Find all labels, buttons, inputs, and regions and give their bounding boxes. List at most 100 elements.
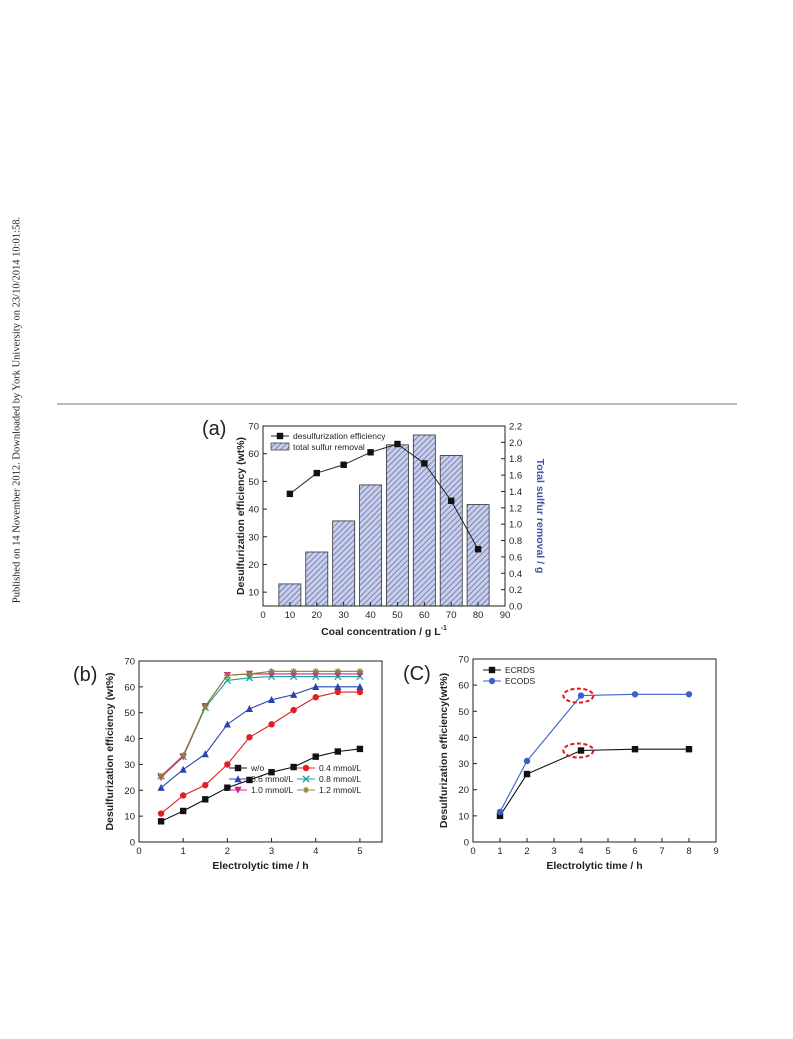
series-point-0 xyxy=(290,763,297,771)
y-tick-label: 70 xyxy=(248,422,259,433)
point-desulfurization xyxy=(474,546,482,553)
series-point-1 xyxy=(157,810,165,817)
legend-label: ECODS xyxy=(505,676,536,686)
y-tick-label: 0 xyxy=(130,838,135,849)
series-point-5 xyxy=(246,670,253,678)
line-desulfurization xyxy=(289,443,479,550)
x-tick-label: 0 xyxy=(136,846,141,857)
series-point-5 xyxy=(312,668,319,675)
x-tick-label: 4 xyxy=(578,846,583,857)
y-tick-label: 50 xyxy=(248,477,259,488)
series-point-5 xyxy=(224,672,231,679)
y-tick-label: 30 xyxy=(248,532,259,543)
divider xyxy=(57,403,737,405)
x-tick-label: 30 xyxy=(338,610,349,621)
legend-label: ECRDS xyxy=(505,665,535,675)
series-point-0 xyxy=(312,753,319,760)
series-point-0 xyxy=(334,748,342,755)
legend-label: 0.8 mmol/L xyxy=(319,774,361,784)
x-tick-label: 3 xyxy=(269,846,274,857)
legend-swatch-marker xyxy=(302,775,310,783)
y2-tick-label: 2.2 xyxy=(509,422,522,433)
series-point-1 xyxy=(246,734,253,741)
y-tick-label: 40 xyxy=(248,505,259,516)
series-point-1 xyxy=(202,781,209,789)
series-point-1 xyxy=(523,757,531,765)
series-line-1 xyxy=(499,693,689,813)
series-point-2 xyxy=(312,683,320,691)
series-point-1 xyxy=(334,688,342,696)
series-point-0 xyxy=(268,768,275,776)
x-tick-label: 0 xyxy=(470,846,475,857)
point-desulfurization xyxy=(286,490,294,498)
y-tick-label: 30 xyxy=(458,759,469,770)
y-tick-label: 20 xyxy=(458,785,469,796)
legend-swatch-marker xyxy=(234,764,242,772)
legend-label: 0.4 mmol/L xyxy=(319,763,361,773)
y2-tick-label: 1.2 xyxy=(509,503,522,514)
y-tick-label: 70 xyxy=(458,655,469,666)
series-point-0 xyxy=(496,812,504,820)
series-point-0 xyxy=(577,747,585,754)
series-point-0 xyxy=(224,784,231,791)
y-tick-label: 50 xyxy=(458,707,469,718)
series-point-1 xyxy=(685,691,693,698)
y-tick-label: 60 xyxy=(248,449,259,460)
point-desulfurization xyxy=(313,469,320,477)
series-point-2 xyxy=(356,683,364,691)
series-point-5 xyxy=(179,752,187,759)
y2-tick-label: 0.4 xyxy=(509,569,522,580)
legend-label: w/o xyxy=(250,763,265,773)
series-point-1 xyxy=(224,761,231,768)
x-tick-label: 5 xyxy=(357,846,362,857)
series-point-1 xyxy=(577,692,585,699)
y-tick-label: 40 xyxy=(124,734,135,745)
x-tick-label: 4 xyxy=(313,846,318,857)
y-tick-label: 10 xyxy=(248,588,259,599)
series-point-5 xyxy=(268,668,275,675)
highlight-ellipse-ecods xyxy=(562,687,595,704)
series-point-1 xyxy=(356,688,364,696)
plot-frame xyxy=(472,658,717,843)
y-tick-label: 20 xyxy=(248,560,259,571)
panel-label: (b) xyxy=(73,664,97,686)
series-point-0 xyxy=(246,776,253,784)
x-tick-label: 8 xyxy=(686,846,691,857)
series-point-1 xyxy=(496,808,504,816)
y-tick-label: 0 xyxy=(464,838,469,849)
series-point-0 xyxy=(356,745,364,753)
x-tick-label: 50 xyxy=(392,610,403,621)
y2-tick-label: 0.8 xyxy=(509,536,522,547)
series-line-5 xyxy=(160,670,360,777)
legend-line-marker xyxy=(276,432,284,440)
y-tick-label: 50 xyxy=(124,708,135,719)
series-point-1 xyxy=(290,706,297,714)
x-axis-title: Electrolytic time / h xyxy=(212,860,308,872)
series-point-1 xyxy=(312,694,319,701)
series-point-5 xyxy=(202,703,209,710)
y-tick-label: 60 xyxy=(458,681,469,692)
x-axis-title-superscript: -1 xyxy=(441,625,447,632)
y-axis-title: Desulfurization efficiency (wt%) xyxy=(235,437,247,595)
point-desulfurization xyxy=(448,497,455,504)
legend-swatch-marker xyxy=(488,677,496,685)
point-desulfurization xyxy=(394,440,401,448)
point-desulfurization xyxy=(367,449,374,456)
series-point-0 xyxy=(523,770,531,778)
x-tick-label: 7 xyxy=(659,846,664,857)
series-point-2 xyxy=(157,783,165,791)
x-tick-label: 1 xyxy=(181,846,186,857)
y-tick-label: 10 xyxy=(458,811,469,822)
y2-tick-label: 1.0 xyxy=(509,520,522,531)
series-point-0 xyxy=(685,745,693,753)
y-tick-label: 20 xyxy=(124,786,135,797)
panel-label-a: (a) xyxy=(202,418,226,440)
legend-label: 1.2 mmol/L xyxy=(319,785,361,795)
y2-tick-label: 0.6 xyxy=(509,552,522,563)
y-tick-label: 70 xyxy=(124,657,135,668)
series-point-0 xyxy=(179,807,187,815)
series-line-2 xyxy=(160,686,360,789)
